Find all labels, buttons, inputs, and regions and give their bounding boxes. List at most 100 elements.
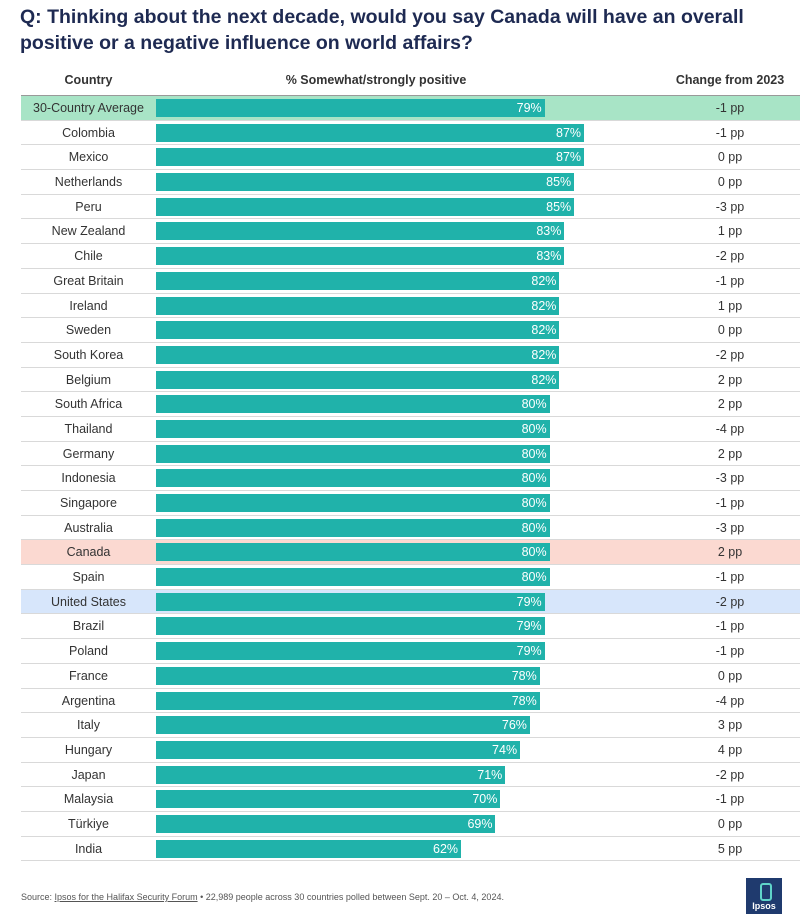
country-label: Ireland <box>69 298 108 313</box>
bar-value-label: 80% <box>521 471 547 486</box>
country-label: 30-Country Average <box>33 101 144 115</box>
table-row: 30-Country Average 79% -1 pp <box>21 96 800 121</box>
table-row: Italy 76% 3 pp <box>21 713 800 738</box>
change-value: -1 pp <box>715 125 745 140</box>
bar-value-label: 80% <box>521 446 547 461</box>
table-row: Ireland 82% 1 pp <box>21 294 800 319</box>
table-row: Argentina 78% -4 pp <box>21 689 800 714</box>
change-value: 0 pp <box>717 323 743 338</box>
country-label: Thailand <box>64 421 113 436</box>
bar: 85% <box>156 173 575 192</box>
country-label: New Zealand <box>51 224 126 239</box>
country-label: Japan <box>71 767 106 782</box>
bar-value-label: 83% <box>536 224 562 239</box>
table-row: New Zealand 83% 1 pp <box>21 219 800 245</box>
bar: 80% <box>156 494 550 512</box>
bar: 82% <box>156 296 560 315</box>
header-divider <box>21 95 800 96</box>
change-value: -1 pp <box>715 792 745 807</box>
bar-value-label: 79% <box>516 101 542 115</box>
bar: 80% <box>156 543 550 562</box>
table-row: Brazil 79% -1 pp <box>21 614 800 640</box>
table-row: United States 79% -2 pp <box>21 589 800 615</box>
bar: 80% <box>156 469 550 488</box>
bar-value-label: 69% <box>467 816 493 831</box>
bar: 87% <box>156 148 585 167</box>
ipsos-logo: Ipsos <box>746 878 782 914</box>
bar: 82% <box>156 321 560 340</box>
bar: 70% <box>156 790 501 809</box>
bar-value-label: 70% <box>472 792 498 807</box>
bar-value-label: 80% <box>521 496 547 510</box>
country-label: United States <box>50 594 127 609</box>
change-value: 1 pp <box>717 224 743 239</box>
change-value: 2 pp <box>717 446 743 461</box>
bar: 79% <box>156 617 545 636</box>
change-value: -3 pp <box>715 471 745 486</box>
table-row: Hungary 74% 4 pp <box>21 738 800 763</box>
table-row: Türkiye 69% 0 pp <box>21 812 800 837</box>
table-row: Chile 83% -2 pp <box>21 244 800 269</box>
bar: 80% <box>156 419 550 438</box>
source-note: Source: Ipsos for the Halifax Security F… <box>21 892 504 902</box>
country-label: Belgium <box>65 372 112 387</box>
table-row: Peru 85% -3 pp <box>21 195 800 220</box>
table-row: Mexico 87% 0 pp <box>21 145 800 171</box>
country-label: India <box>74 841 103 856</box>
bar-value-label: 82% <box>531 273 557 288</box>
change-value: -1 pp <box>715 570 745 585</box>
logo-text: Ipsos <box>752 901 776 911</box>
change-value: 0 pp <box>717 175 743 190</box>
country-label: Chile <box>74 249 103 264</box>
change-value: 0 pp <box>717 150 743 165</box>
bar: 69% <box>156 814 496 833</box>
bar: 80% <box>156 395 550 414</box>
table-row: Australia 80% -3 pp <box>21 516 800 541</box>
source-details: • 22,989 people across 30 countries poll… <box>197 892 504 902</box>
country-label: Peru <box>75 199 102 214</box>
change-value: -4 pp <box>715 421 745 436</box>
country-label: Italy <box>77 718 100 733</box>
table-row: South Korea 82% -2 pp <box>21 343 800 368</box>
change-value: -2 pp <box>715 347 745 362</box>
country-label: Netherlands <box>54 175 123 190</box>
change-value: -2 pp <box>715 249 745 264</box>
change-value: -3 pp <box>715 520 745 535</box>
source-link[interactable]: Ipsos for the Halifax Security Forum <box>54 892 198 902</box>
bar-value-label: 85% <box>546 175 572 190</box>
bar-value-label: 78% <box>511 668 537 683</box>
change-value: -1 pp <box>715 496 745 510</box>
change-value: -1 pp <box>715 273 745 288</box>
table-row: Netherlands 85% 0 pp <box>21 170 800 195</box>
chart-title: Q: Thinking about the next decade, would… <box>20 6 744 54</box>
bar-value-label: 74% <box>492 742 518 757</box>
country-label: Canada <box>66 545 111 560</box>
bar: 82% <box>156 370 560 389</box>
table-row: Sweden 82% 0 pp <box>21 318 800 343</box>
table-row: Poland 79% -1 pp <box>21 639 800 664</box>
table-row: Colombia 87% -1 pp <box>21 121 800 146</box>
bar-value-label: 82% <box>531 347 557 362</box>
bar: 79% <box>156 99 545 117</box>
bar: 87% <box>156 123 585 142</box>
change-value: -2 pp <box>715 594 745 609</box>
change-value: 3 pp <box>717 718 743 733</box>
bar: 79% <box>156 592 545 611</box>
change-value: -1 pp <box>715 619 745 634</box>
bar: 76% <box>156 716 530 735</box>
bar: 74% <box>156 740 521 759</box>
table-row: Singapore 80% -1 pp <box>21 491 800 516</box>
bar-value-label: 85% <box>546 199 572 214</box>
bar: 78% <box>156 691 540 710</box>
change-value: 1 pp <box>717 298 743 313</box>
table-row: Spain 80% -1 pp <box>21 565 800 590</box>
table-row: Malaysia 70% -1 pp <box>21 787 800 812</box>
bar: 71% <box>156 765 506 784</box>
country-label: France <box>69 668 108 683</box>
bar-value-label: 80% <box>521 397 547 412</box>
table-row: France 78% 0 pp <box>21 664 800 689</box>
table-row: Canada 80% 2 pp <box>21 540 800 566</box>
bar: 80% <box>156 518 550 537</box>
bar-value-label: 76% <box>501 718 527 733</box>
bar-value-label: 78% <box>511 693 537 708</box>
